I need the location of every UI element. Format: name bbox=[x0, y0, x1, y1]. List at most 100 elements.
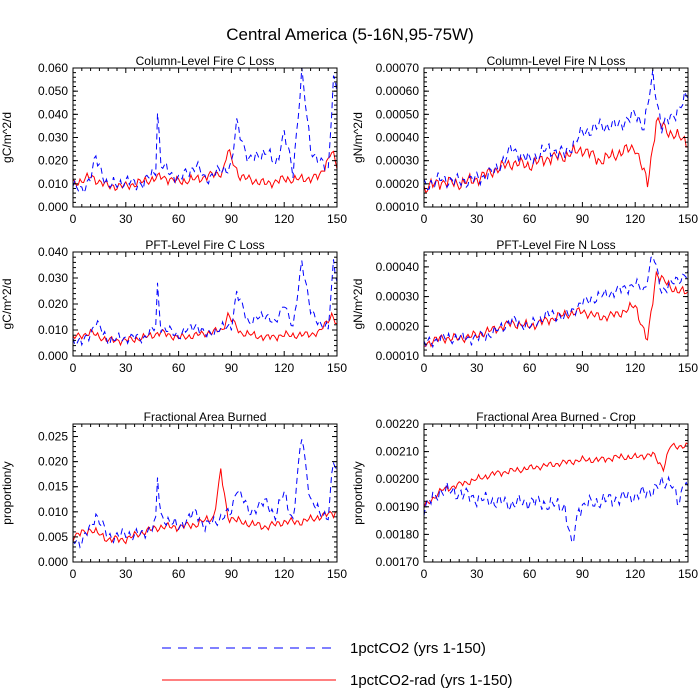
y-tick-label: 0.050 bbox=[38, 84, 68, 98]
chart-panel-5: 0 30 60 90 120 150 0.000 0.005 0.010 0.015 0.020 0.… bbox=[0, 410, 347, 581]
chart-panel-1: 0 30 60 90 120 150 0.000 0.010 0.020 0.030 0.040 0.… bbox=[0, 54, 347, 226]
y-tick-label: 0.00020 bbox=[376, 177, 420, 191]
x-tick-label: 60 bbox=[172, 567, 186, 581]
x-tick-label: 150 bbox=[678, 567, 698, 581]
series-group bbox=[73, 439, 337, 549]
series-line-1pctco2-rad bbox=[73, 148, 337, 192]
series-group bbox=[424, 255, 688, 349]
x-tick-label: 30 bbox=[119, 567, 133, 581]
x-tick-label: 90 bbox=[225, 361, 239, 375]
y-tick-label: 0.00060 bbox=[376, 84, 420, 98]
x-tick-label: 150 bbox=[678, 212, 698, 226]
y-tick-label: 0.00040 bbox=[376, 260, 420, 274]
series-line-1pctco2 bbox=[424, 475, 688, 543]
y-axis-label: gC/m^2/d bbox=[0, 279, 14, 330]
y-tick-label: 0.00030 bbox=[376, 154, 420, 168]
series-group bbox=[73, 68, 337, 195]
panel-title: Fractional Area Burned bbox=[144, 410, 267, 424]
x-tick-label: 120 bbox=[274, 567, 294, 581]
x-tick-label: 0 bbox=[421, 361, 428, 375]
y-tick-label: 0.025 bbox=[38, 430, 68, 444]
series-line-1pctco2-rad bbox=[424, 442, 688, 508]
x-tick-label: 30 bbox=[119, 212, 133, 226]
y-tick-label: 0.000 bbox=[38, 555, 68, 569]
x-tick-label: 120 bbox=[625, 212, 645, 226]
series-group bbox=[424, 69, 688, 194]
chart-panel-2: 0 30 60 90 120 150 0.00010 0.00020 0.00030 0.0004… bbox=[351, 54, 698, 226]
y-tick-label: 0.00170 bbox=[376, 555, 420, 569]
series-group bbox=[73, 259, 337, 347]
x-tick-label: 30 bbox=[470, 567, 484, 581]
series-group bbox=[424, 442, 688, 543]
legend: 1pctCO2 (yrs 1-150) 1pctCO2-rad (yrs 1-1… bbox=[162, 640, 513, 689]
panel-title: Fractional Area Burned - Crop bbox=[476, 410, 636, 424]
y-tick-label: 0.010 bbox=[38, 505, 68, 519]
panel-title: Column-Level Fire C Loss bbox=[136, 54, 275, 68]
series-line-1pctco2 bbox=[73, 68, 337, 195]
y-tick-label: 0.00220 bbox=[376, 417, 420, 431]
y-tick-label: 0.00010 bbox=[376, 349, 420, 363]
y-tick-label: 0.030 bbox=[38, 131, 68, 145]
y-tick-label: 0.00040 bbox=[376, 131, 420, 145]
x-tick-label: 0 bbox=[70, 212, 77, 226]
y-tick-label: 0.060 bbox=[38, 61, 68, 75]
chart-panel-4: 0 30 60 90 120 150 0.00010 0.00020 0.00030 0.0004… bbox=[351, 238, 698, 375]
x-tick-label: 90 bbox=[225, 567, 239, 581]
panel-title: PFT-Level Fire N Loss bbox=[496, 238, 615, 252]
y-tick-label: 0.000 bbox=[38, 349, 68, 363]
series-line-1pctco2 bbox=[424, 255, 688, 349]
y-tick-label: 0.00020 bbox=[376, 319, 420, 333]
x-tick-label: 90 bbox=[576, 361, 590, 375]
y-tick-label: 0.040 bbox=[38, 245, 68, 259]
x-tick-label: 120 bbox=[274, 361, 294, 375]
y-tick-label: 0.020 bbox=[38, 297, 68, 311]
x-tick-label: 0 bbox=[70, 361, 77, 375]
x-tick-label: 90 bbox=[576, 212, 590, 226]
series-line-1pctco2 bbox=[424, 69, 688, 191]
y-axis-label: gN/m^2/d bbox=[351, 279, 365, 330]
legend-label-1pctco2-rad: 1pctCO2-rad (yrs 1-150) bbox=[350, 672, 513, 689]
y-tick-label: 0.010 bbox=[38, 177, 68, 191]
x-tick-label: 60 bbox=[172, 361, 186, 375]
y-tick-label: 0.00030 bbox=[376, 290, 420, 304]
y-tick-label: 0.010 bbox=[38, 323, 68, 337]
x-tick-label: 120 bbox=[625, 361, 645, 375]
figure-title: Central America (5-16N,95-75W) bbox=[226, 25, 474, 44]
x-tick-label: 60 bbox=[523, 567, 537, 581]
plot-frame bbox=[72, 67, 338, 208]
plot-frame bbox=[423, 423, 689, 563]
y-tick-label: 0.005 bbox=[38, 530, 68, 544]
y-tick-label: 0.020 bbox=[38, 154, 68, 168]
legend-label-1pctco2: 1pctCO2 (yrs 1-150) bbox=[350, 640, 486, 657]
y-tick-label: 0.00180 bbox=[376, 527, 420, 541]
x-tick-label: 150 bbox=[327, 212, 347, 226]
series-line-1pctco2 bbox=[73, 259, 337, 347]
x-tick-label: 150 bbox=[327, 361, 347, 375]
series-line-1pctco2-rad bbox=[424, 116, 688, 194]
panel-title: PFT-Level Fire C Loss bbox=[145, 238, 264, 252]
y-tick-label: 0.00210 bbox=[376, 445, 420, 459]
x-tick-label: 60 bbox=[172, 212, 186, 226]
y-axis-label: proportion/y bbox=[0, 461, 14, 524]
x-tick-label: 150 bbox=[678, 361, 698, 375]
x-tick-label: 30 bbox=[470, 361, 484, 375]
panels-group: 0 30 60 90 120 150 0.000 0.010 0.020 0.030 0.040 0.… bbox=[0, 54, 698, 581]
y-tick-label: 0.00050 bbox=[376, 107, 420, 121]
x-tick-label: 120 bbox=[625, 567, 645, 581]
x-tick-label: 60 bbox=[523, 361, 537, 375]
chart-panel-6: 0 30 60 90 120 150 0.00170 0.00180 0.00190 0.0020… bbox=[351, 410, 698, 581]
series-line-1pctco2-rad bbox=[73, 468, 337, 545]
y-tick-label: 0.00010 bbox=[376, 200, 420, 214]
series-line-1pctco2-rad bbox=[73, 311, 337, 347]
y-axis-label: proportion/y bbox=[351, 461, 365, 524]
x-tick-label: 90 bbox=[225, 212, 239, 226]
x-tick-label: 0 bbox=[421, 212, 428, 226]
y-tick-label: 0.00200 bbox=[376, 472, 420, 486]
y-tick-label: 0.040 bbox=[38, 107, 68, 121]
x-tick-label: 150 bbox=[327, 567, 347, 581]
chart-panel-3: 0 30 60 90 120 150 0.000 0.010 0.020 0.030 0.040 PF… bbox=[0, 238, 347, 375]
y-tick-label: 0.000 bbox=[38, 200, 68, 214]
panel-title: Column-Level Fire N Loss bbox=[487, 54, 626, 68]
series-line-1pctco2 bbox=[73, 439, 337, 549]
